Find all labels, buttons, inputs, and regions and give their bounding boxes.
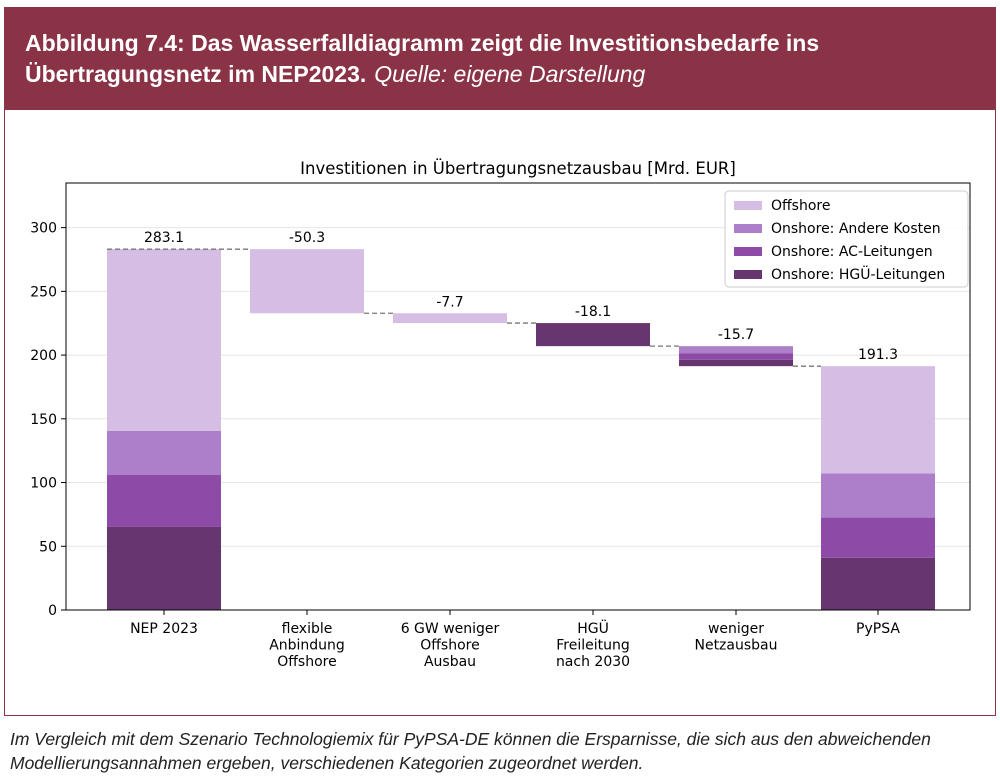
figure-title-text: Abbildung 7.4: Das Wasserfalldiagramm ze… xyxy=(25,30,820,87)
x-tick-label: Freileitung xyxy=(556,638,630,654)
bar-segment xyxy=(393,313,507,324)
bar-value-label: -50.3 xyxy=(289,230,325,246)
x-tick-label: HGÜ xyxy=(577,619,609,637)
y-tick-label: 250 xyxy=(30,284,57,300)
y-tick-label: 200 xyxy=(30,348,57,364)
bar-segment xyxy=(821,517,935,558)
x-tick-label: Offshore xyxy=(420,638,479,654)
bar-segment xyxy=(821,557,935,610)
x-tick-label: Netzausbau xyxy=(694,638,777,654)
bar-value-label: 283.1 xyxy=(144,230,184,246)
bar-segment xyxy=(107,526,221,610)
legend xyxy=(724,190,969,288)
x-tick-label: 6 GW weniger xyxy=(401,621,500,637)
bar-segment xyxy=(250,249,364,314)
x-tick-label: NEP 2023 xyxy=(130,621,198,637)
bar-value-label: -18.1 xyxy=(575,304,611,320)
x-tick-label: Ausbau xyxy=(424,654,476,670)
bar-segment xyxy=(107,249,221,431)
legend-swatch xyxy=(734,224,762,233)
legend-swatch xyxy=(734,247,762,256)
bar-value-label: -15.7 xyxy=(718,327,754,343)
figure-caption: Im Vergleich mit dem Szenario Technologi… xyxy=(10,729,931,773)
bar-segment xyxy=(107,475,221,527)
legend-label: Onshore: HGÜ-Leitungen xyxy=(771,265,945,283)
bar-segment xyxy=(679,359,793,367)
x-tick-label: nach 2030 xyxy=(556,654,630,670)
plot-frame xyxy=(65,182,971,611)
y-tick-label: 0 xyxy=(48,603,57,619)
x-tick-label: weniger xyxy=(708,621,764,637)
chart-title: Investitionen in Übertragungsnetzausbau … xyxy=(300,159,736,178)
y-tick-label: 300 xyxy=(30,221,57,237)
legend-label: Onshore: Andere Kosten xyxy=(771,221,941,237)
y-tick-label: 50 xyxy=(39,539,57,555)
x-tick-label: Anbindung xyxy=(269,638,345,654)
y-tick-label: 150 xyxy=(30,412,57,428)
figure-title: Abbildung 7.4: Das Wasserfalldiagramm ze… xyxy=(25,28,980,90)
figure-source: Quelle: eigene Darstellung xyxy=(374,61,646,87)
y-tick-label: 100 xyxy=(30,476,57,492)
bar-segment xyxy=(536,323,650,347)
x-tick-label: PyPSA xyxy=(856,621,900,637)
figure-header: Abbildung 7.4: Das Wasserfalldiagramm ze… xyxy=(5,8,995,110)
legend-swatch xyxy=(734,201,762,210)
x-tick-label: Offshore xyxy=(277,654,336,670)
waterfall-chart: 0 50 100 150 200 250 300 283.1 -50.3 -7.7 -18.1 -15… xyxy=(30,159,971,670)
bar-value-label: -7.7 xyxy=(436,294,463,310)
bar-segment xyxy=(679,353,793,360)
x-tick-label: flexible xyxy=(282,621,333,637)
bar-value-label: 191.3 xyxy=(858,347,898,363)
bar-segment xyxy=(821,473,935,518)
legend-label: Offshore xyxy=(771,198,830,214)
legend-label: Onshore: AC-Leitungen xyxy=(771,244,933,260)
bar-segment xyxy=(679,346,793,354)
bar-segment xyxy=(107,430,221,476)
bar-segment xyxy=(821,366,935,474)
legend-swatch xyxy=(734,270,762,279)
